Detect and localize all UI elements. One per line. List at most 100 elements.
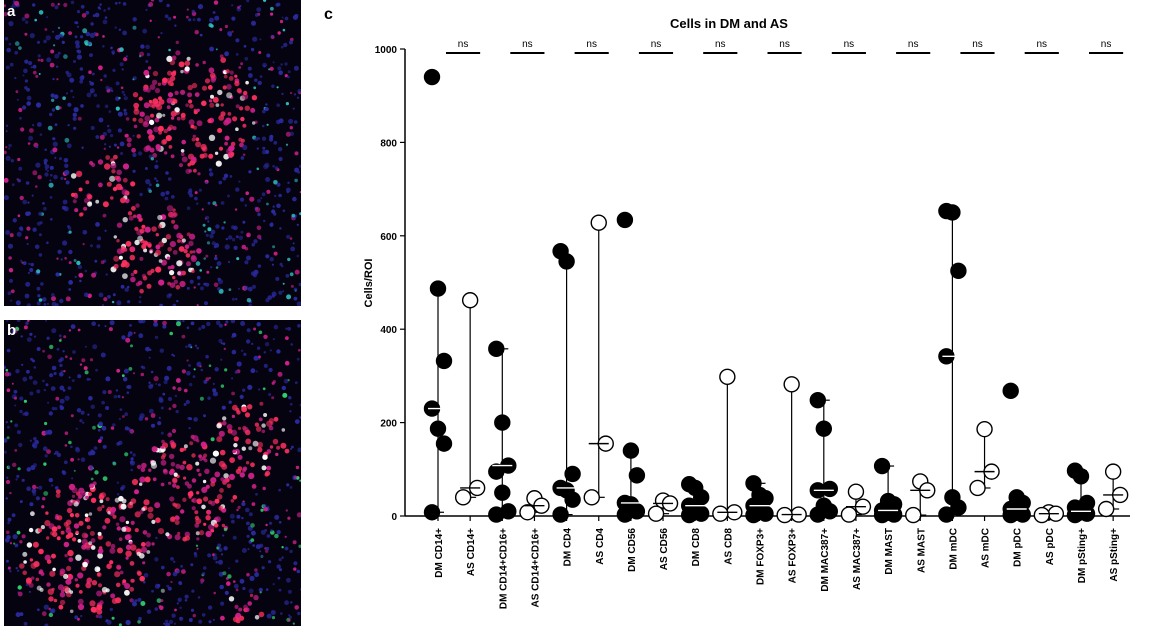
series-as-mdc bbox=[969, 420, 1000, 497]
series-as-mast bbox=[905, 473, 936, 524]
point-dm-mdc-2 bbox=[944, 204, 961, 221]
series-dm-cd4 bbox=[552, 243, 581, 523]
series-as-cd56 bbox=[647, 492, 679, 522]
point-as-cd14pos-3 bbox=[454, 489, 472, 506]
point-dm-cd56-3 bbox=[628, 467, 646, 484]
point-as-foxp3pos-1 bbox=[783, 376, 800, 393]
x-tick-label-as-foxp3pos: AS FOXP3+ bbox=[788, 528, 799, 583]
comparison-label-5: ns bbox=[715, 39, 726, 50]
point-as-cd8-1 bbox=[719, 368, 736, 386]
y-tick-label-200: 200 bbox=[380, 419, 397, 430]
series-dm-cd14poscd16pos bbox=[488, 340, 517, 523]
x-tick-label-dm-cd14pos: DM CD14+ bbox=[434, 528, 445, 578]
point-dm-pstingpos-2 bbox=[1072, 468, 1090, 485]
micrograph-dots bbox=[4, 0, 301, 306]
series-dm-cd8 bbox=[681, 476, 710, 524]
micrograph-b bbox=[4, 320, 301, 626]
comparison-label-4: ns bbox=[651, 39, 662, 50]
point-as-mac387pos-1 bbox=[847, 483, 865, 500]
point-dm-cd14poscd16pos-5 bbox=[494, 484, 511, 501]
series-dm-foxp3pos bbox=[745, 475, 774, 524]
series-dm-mast bbox=[873, 457, 903, 524]
x-tick-label-as-mdc: AS mDC bbox=[981, 528, 992, 568]
micrograph-dots bbox=[4, 320, 301, 626]
point-dm-cd14pos-2 bbox=[429, 280, 447, 297]
x-tick-label-dm-cd56: DM CD56 bbox=[627, 528, 638, 572]
y-tick-label-1000: 1000 bbox=[375, 45, 398, 56]
point-dm-mac387pos-2 bbox=[815, 420, 832, 437]
micrograph-b-image bbox=[4, 320, 301, 626]
point-dm-cd14poscd16pos-1 bbox=[488, 340, 505, 358]
comparison-label-3: ns bbox=[586, 39, 597, 50]
series-as-cd4 bbox=[583, 214, 614, 506]
point-as-mac387pos-3 bbox=[840, 506, 858, 523]
x-tick-label-as-mac387pos: AS MAC387+ bbox=[852, 528, 863, 590]
point-dm-cd14pos-1 bbox=[423, 68, 441, 86]
x-tick-label-dm-mac387pos: DM MAC387+ bbox=[820, 528, 831, 592]
x-tick-label-dm-cd4: DM CD4 bbox=[563, 528, 574, 567]
y-tick-label-600: 600 bbox=[380, 232, 397, 243]
point-dm-cd14poscd16pos-7 bbox=[488, 506, 505, 523]
series-as-cd8 bbox=[712, 368, 743, 522]
comparison-label-8: ns bbox=[908, 39, 919, 50]
point-dm-pdc-7 bbox=[1002, 506, 1019, 524]
x-tick-label-as-cd14poscd16pos: AS CD14+CD16+ bbox=[530, 528, 541, 608]
point-as-mdc-3 bbox=[969, 479, 986, 497]
point-dm-cd8-7 bbox=[681, 506, 698, 524]
point-dm-cd14pos-7 bbox=[423, 504, 441, 521]
x-tick-label-dm-mdc: DM mDC bbox=[948, 528, 959, 570]
point-as-mdc-1 bbox=[976, 420, 993, 438]
point-as-pstingpos-1 bbox=[1104, 463, 1122, 480]
point-dm-cd4-3 bbox=[564, 465, 581, 483]
point-as-cd8-3 bbox=[712, 505, 729, 522]
point-dm-cd56-1 bbox=[616, 211, 634, 229]
series-dm-mdc bbox=[938, 202, 967, 523]
x-tick-label-as-pstingpos: AS pSting+ bbox=[1109, 528, 1120, 582]
point-as-pstingpos-3 bbox=[1097, 500, 1115, 518]
point-as-mast-3 bbox=[905, 506, 922, 524]
point-as-cd14poscd16pos-3 bbox=[519, 504, 536, 521]
x-tick-label-as-cd56: AS CD56 bbox=[659, 528, 670, 571]
series-dm-pdc bbox=[1002, 382, 1031, 524]
comparison-label-6: ns bbox=[779, 39, 790, 50]
x-tick-label-as-pdc: AS pDC bbox=[1045, 528, 1056, 565]
series-as-foxp3pos bbox=[776, 376, 807, 524]
y-tick-label-0: 0 bbox=[391, 512, 397, 523]
series-as-cd14poscd16pos bbox=[519, 490, 550, 521]
point-dm-cd56-2 bbox=[622, 442, 640, 459]
series-dm-mac387pos bbox=[809, 391, 838, 523]
point-dm-cd14poscd16pos-4 bbox=[488, 463, 505, 480]
point-dm-cd14pos-3 bbox=[435, 352, 453, 370]
y-tick-label-400: 400 bbox=[380, 325, 397, 336]
point-dm-cd4-2 bbox=[558, 253, 575, 270]
series-as-mac387pos bbox=[840, 483, 872, 523]
series-dm-cd56 bbox=[616, 211, 646, 523]
series-dm-pstingpos bbox=[1066, 462, 1096, 524]
comparison-label-11: ns bbox=[1101, 39, 1112, 50]
x-tick-label-dm-pstingpos: DM pSting+ bbox=[1077, 528, 1088, 583]
micrograph-a-image bbox=[4, 0, 301, 306]
point-dm-mast-7 bbox=[873, 506, 891, 524]
point-dm-mast-1 bbox=[873, 457, 891, 475]
x-tick-label-as-cd8: AS CD8 bbox=[723, 528, 734, 565]
point-dm-mac387pos-7 bbox=[809, 506, 826, 523]
point-as-cd14pos-1 bbox=[461, 292, 479, 309]
point-dm-cd14poscd16pos-2 bbox=[494, 414, 511, 431]
point-dm-cd56-7 bbox=[616, 506, 634, 523]
series-dm-cd14pos bbox=[423, 68, 453, 521]
point-as-pdc-3 bbox=[1033, 506, 1051, 524]
point-as-cd4-1 bbox=[590, 214, 607, 231]
panel-label-c: c bbox=[324, 6, 333, 23]
x-tick-label-dm-cd14poscd16pos: DM CD14+CD16+ bbox=[498, 528, 509, 609]
series-as-cd14pos bbox=[454, 292, 486, 506]
point-as-cd4-3 bbox=[583, 489, 600, 506]
panel-label-a: a bbox=[7, 3, 16, 20]
point-dm-cd4-6 bbox=[564, 491, 581, 508]
panel-label-b: b bbox=[7, 322, 17, 339]
x-tick-label-dm-mast: DM MAST bbox=[884, 528, 895, 575]
comparison-label-9: ns bbox=[972, 39, 983, 50]
point-dm-cd14pos-5 bbox=[429, 420, 447, 437]
point-dm-mdc-6 bbox=[950, 499, 967, 516]
x-tick-label-dm-pdc: DM pDC bbox=[1013, 528, 1024, 567]
